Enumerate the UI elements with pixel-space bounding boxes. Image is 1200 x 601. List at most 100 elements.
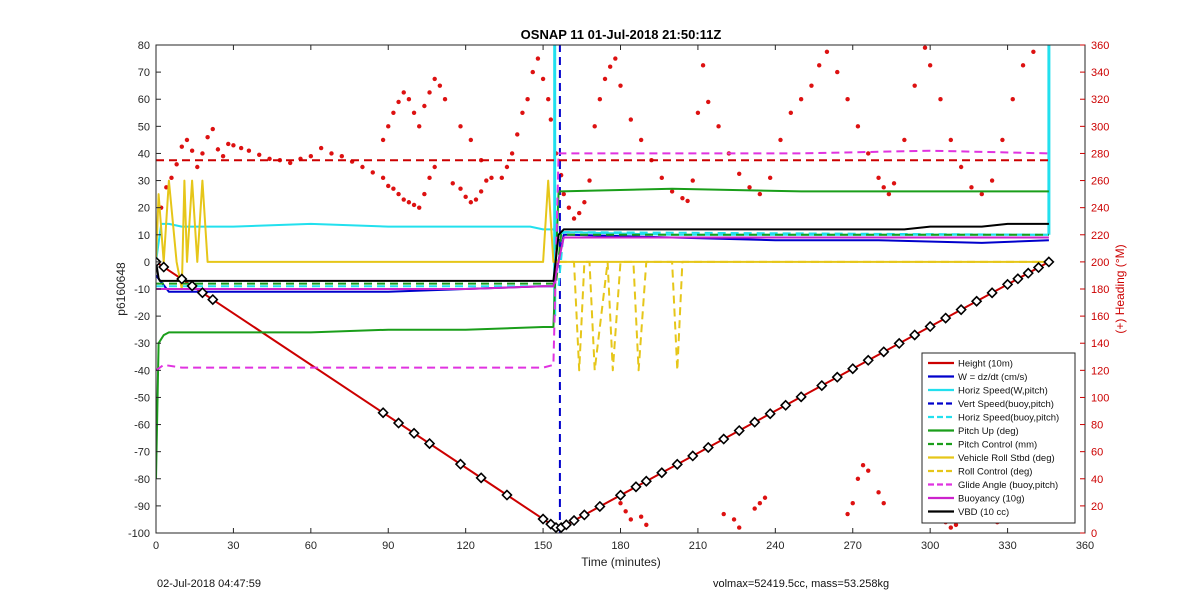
height-marker — [656, 467, 668, 479]
heading-point — [602, 76, 608, 82]
y-tick-label-left: -90 — [134, 501, 150, 513]
x-tick-label: 240 — [766, 540, 784, 552]
heading-point — [582, 200, 587, 205]
height-marker — [501, 489, 513, 501]
x-tick-label: 270 — [844, 540, 862, 552]
height-marker — [1022, 267, 1034, 279]
y-axis-label-left: p6160648 — [114, 262, 128, 316]
heading-point — [231, 143, 236, 148]
y-tick-label-right: 120 — [1091, 365, 1109, 377]
heading-point — [380, 137, 386, 143]
heading-point — [716, 124, 721, 129]
height-marker — [1001, 278, 1014, 291]
height-marker — [970, 295, 983, 307]
height-marker — [454, 458, 467, 470]
heading-point — [922, 45, 928, 50]
heading-point — [360, 164, 365, 170]
heading-point — [238, 145, 244, 151]
heading-point — [969, 185, 974, 190]
series-group — [156, 45, 1055, 533]
heading-point — [845, 511, 850, 517]
heading-point — [860, 463, 866, 468]
heading-point — [458, 124, 463, 129]
heading-point — [540, 76, 546, 82]
series-line-vbd — [156, 222, 1049, 282]
legend-label: Roll Control (deg) — [958, 467, 1032, 478]
height-marker — [560, 519, 572, 531]
heading-point — [432, 164, 437, 170]
height-marker — [630, 481, 642, 493]
heading-point — [184, 137, 190, 143]
y-tick-label-right: 0 — [1091, 528, 1097, 540]
heading-point — [463, 194, 468, 200]
heading-point — [866, 151, 871, 156]
x-tick-label: 150 — [534, 540, 552, 552]
heading-point — [386, 183, 391, 189]
series-line-roll_control — [558, 260, 1049, 372]
height-marker — [764, 408, 776, 420]
heading-point — [442, 97, 448, 102]
y-tick-label-right: 140 — [1091, 338, 1109, 350]
y-tick-label-left: 80 — [138, 40, 150, 52]
legend-label: Vert Speed(buoy,pitch) — [958, 399, 1054, 410]
heading-point — [509, 151, 515, 156]
y-tick-label-left: 40 — [138, 148, 150, 160]
chart-title: OSNAP 11 01-Jul-2018 21:50:11Z — [521, 27, 722, 42]
y-tick-label-left: -30 — [134, 338, 150, 350]
heading-point — [881, 500, 886, 506]
height-marker — [1012, 273, 1024, 285]
y-axis-label-right: (+) Heading (°M) — [1113, 244, 1127, 333]
height-marker — [924, 320, 936, 333]
height-marker — [578, 509, 591, 521]
series-line-glide_angle — [156, 149, 1049, 372]
heading-point — [205, 134, 210, 140]
heading-point — [226, 141, 231, 147]
series-line-horiz_speed_w — [156, 222, 1049, 263]
heading-point — [912, 83, 917, 88]
y-tick-label-right: 280 — [1091, 148, 1109, 160]
legend-label: Glide Angle (buoy,pitch) — [958, 480, 1058, 491]
height-marker — [847, 363, 859, 375]
heading-point — [700, 63, 706, 68]
heading-point — [891, 181, 897, 186]
heading-point — [396, 191, 401, 197]
legend-label: Pitch Up (deg) — [958, 426, 1019, 437]
heading-point — [195, 164, 200, 170]
heading-point — [437, 83, 443, 88]
heading-point — [767, 175, 773, 181]
heading-point — [778, 137, 783, 143]
y-tick-label-left: -10 — [134, 284, 150, 296]
heading-point — [757, 191, 763, 197]
heading-point — [1031, 49, 1036, 54]
heading-point — [571, 216, 577, 221]
height-marker — [537, 513, 549, 525]
y-tick-label-left: 0 — [144, 257, 150, 269]
heading-point — [948, 137, 954, 143]
heading-point — [618, 83, 623, 88]
heading-point — [548, 117, 554, 122]
heading-point — [174, 162, 179, 167]
x-tick-label: 60 — [305, 540, 317, 552]
height-marker — [176, 273, 188, 285]
heading-point — [685, 198, 690, 204]
heading-point — [566, 205, 572, 210]
heading-point — [468, 200, 474, 205]
heading-point — [200, 151, 205, 156]
height-marker — [718, 433, 730, 445]
x-tick-label: 360 — [1076, 540, 1094, 552]
axes: 0 30 60 90 120 150 180 210 240 270 300 330 360807060… — [128, 40, 1109, 552]
heading-point — [1000, 137, 1005, 143]
heading-point — [1020, 63, 1026, 68]
height-marker — [423, 437, 436, 450]
plot-area — [156, 45, 1055, 533]
heading-point — [339, 153, 344, 159]
heading-point — [876, 490, 881, 495]
height-marker — [186, 280, 198, 292]
heading-point — [220, 153, 226, 159]
heading-point — [406, 200, 412, 205]
heading-point — [386, 124, 391, 129]
heading-point — [731, 517, 737, 522]
height-marker — [909, 329, 921, 341]
heading-point — [525, 97, 530, 102]
x-tick-label: 180 — [611, 540, 629, 552]
